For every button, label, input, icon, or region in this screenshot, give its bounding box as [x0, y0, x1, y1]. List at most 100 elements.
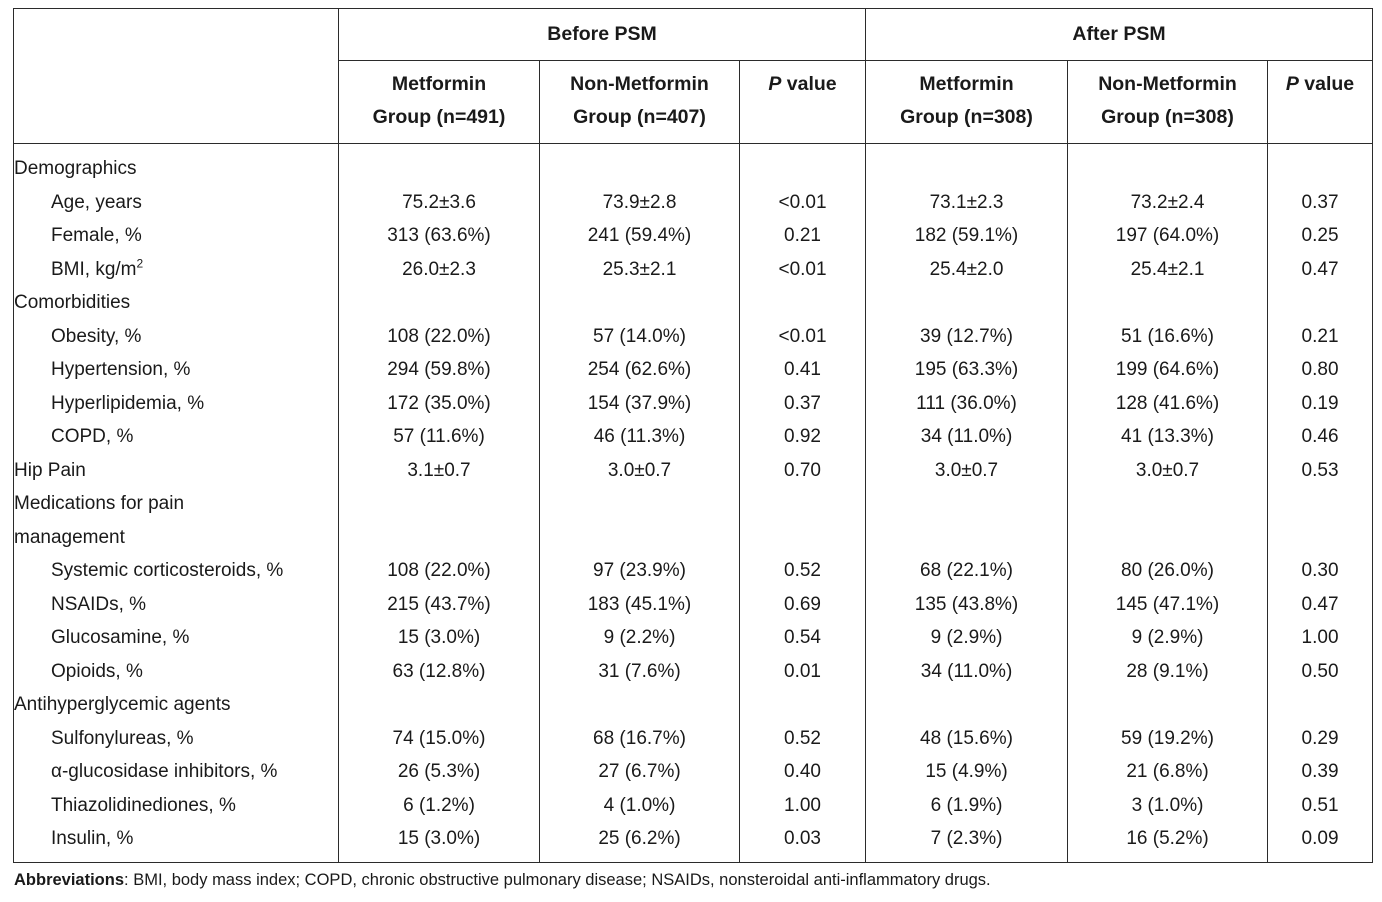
- table-cell: [539, 286, 740, 320]
- table-cell: 57 (14.0%): [539, 319, 740, 353]
- table-cell: 0.40: [738, 755, 867, 789]
- table-cell: 111 (36.0%): [865, 386, 1069, 420]
- table-cell: 182 (59.1%): [865, 219, 1069, 253]
- table-cell: 0.41: [738, 353, 867, 387]
- table-cell: 15 (4.9%): [865, 755, 1069, 789]
- row-label: Insulin, %: [13, 822, 339, 863]
- header-line2: Group (n=308): [1101, 105, 1234, 128]
- table-row: Comorbidities: [13, 286, 1374, 320]
- table-row: Medications for pain: [13, 487, 1374, 521]
- table-row: Hyperlipidemia, % 172 (35.0%) 154 (37.9%) 0…: [13, 386, 1374, 420]
- table-cell: [865, 688, 1069, 722]
- table-cell: [1267, 143, 1374, 186]
- row-label: Thiazolidinediones, %: [13, 788, 339, 822]
- table-row: Hypertension, % 294 (59.8%) 254 (62.6%) 0.4…: [13, 353, 1374, 387]
- table-cell: 9 (2.9%): [865, 621, 1069, 655]
- row-label: Sulfonylureas, %: [13, 721, 339, 755]
- table-cell: 0.30: [1267, 554, 1374, 588]
- row-label-text: Insulin, %: [51, 828, 134, 849]
- column-header-0: Metformin Group (n=491): [338, 60, 540, 144]
- table-cell: 199 (64.6%): [1067, 353, 1269, 387]
- table-cell: [738, 143, 867, 186]
- table-cell: [338, 487, 540, 521]
- table-cell: 28 (9.1%): [1067, 654, 1269, 688]
- row-label-text: Comorbidities: [14, 292, 131, 313]
- table-cell: [738, 520, 867, 554]
- table-cell: 3.0±0.7: [1067, 453, 1269, 487]
- table-cell: 215 (43.7%): [338, 587, 540, 621]
- table-row: Insulin, % 15 (3.0%) 25 (6.2%) 0.03 7 (2.3%)…: [13, 822, 1374, 863]
- table-cell: 0.92: [738, 420, 867, 454]
- column-header-row: Metformin Group (n=491) Non-Metformin Group…: [14, 60, 1374, 144]
- row-label: management: [13, 520, 339, 554]
- row-label-text: Hip Pain: [14, 459, 86, 481]
- header-line2: Group (n=407): [573, 105, 706, 128]
- table-row: Glucosamine, % 15 (3.0%) 9 (2.2%) 0.54 9 (2.…: [13, 621, 1374, 655]
- row-label-text: Opioids, %: [51, 660, 143, 682]
- row-label-text: Medications for pain: [14, 493, 185, 514]
- table-cell: 0.52: [738, 721, 867, 755]
- table-cell: [1267, 520, 1374, 554]
- table-cell: 6 (1.9%): [865, 788, 1069, 822]
- table-cell: [338, 520, 540, 554]
- table-row: Thiazolidinediones, % 6 (1.2%) 4 (1.0%) 1.0…: [13, 788, 1374, 822]
- table-row: Hip Pain 3.1±0.7 3.0±0.7 0.70 3.0±0.7 3.0±0.7…: [13, 453, 1374, 487]
- table-cell: 241 (59.4%): [539, 219, 740, 253]
- footnote-text: : BMI, body mass index; COPD, chronic ob…: [124, 871, 991, 889]
- row-label: Glucosamine, %: [13, 621, 339, 655]
- header-line1: Non-Metformin: [1098, 72, 1237, 95]
- row-label-text: management: [14, 526, 125, 548]
- footnote-label: Abbreviations: [14, 871, 125, 889]
- table-cell: 0.21: [1267, 319, 1374, 353]
- table-cell: 3.0±0.7: [539, 453, 740, 487]
- table-cell: 41 (13.3%): [1067, 420, 1269, 454]
- row-label-superscript: 2: [136, 256, 144, 271]
- table-cell: 0.52: [738, 554, 867, 588]
- table-cell: 0.39: [1267, 755, 1374, 789]
- table-cell: 25.4±2.0: [865, 252, 1069, 286]
- table-cell: 195 (63.3%): [865, 353, 1069, 387]
- table-cell: 25.4±2.1: [1067, 252, 1269, 286]
- table-body: Demographics Age, years 75.2±3.6 73.9±2.8 <0…: [13, 143, 1374, 863]
- table-cell: 0.54: [738, 621, 867, 655]
- table-cell: 74 (15.0%): [338, 721, 540, 755]
- table-cell: <0.01: [738, 319, 867, 353]
- table-cell: 15 (3.0%): [338, 822, 540, 863]
- table-cell: 0.80: [1267, 353, 1374, 387]
- table-cell: 57 (11.6%): [338, 420, 540, 454]
- table-cell: 48 (15.6%): [865, 721, 1069, 755]
- table-cell: 59 (19.2%): [1067, 721, 1269, 755]
- table-cell: 63 (12.8%): [338, 654, 540, 688]
- row-label-text: COPD, %: [51, 426, 134, 447]
- table-row: Antihyperglycemic agents: [13, 688, 1374, 722]
- table-row: Opioids, % 63 (12.8%) 31 (7.6%) 0.01 34 (11.…: [13, 654, 1374, 688]
- table-cell: 183 (45.1%): [539, 587, 740, 621]
- row-label-text: NSAIDs, %: [51, 593, 147, 615]
- row-label: Systemic corticosteroids, %: [13, 554, 339, 588]
- table-cell: 197 (64.0%): [1067, 219, 1269, 253]
- table-cell: 26 (5.3%): [338, 755, 540, 789]
- table-cell: 73.9±2.8: [539, 185, 740, 219]
- table-cell: 1.00: [1267, 621, 1374, 655]
- table-cell: 0.51: [1267, 788, 1374, 822]
- table-cell: 16 (5.2%): [1067, 822, 1269, 863]
- header-line2: Group (n=491): [372, 105, 506, 128]
- table-row: Demographics: [13, 143, 1374, 186]
- p-value-rest: value: [1298, 73, 1355, 95]
- table-cell: 7 (2.3%): [865, 822, 1069, 863]
- row-label: Hypertension, %: [13, 353, 339, 387]
- row-label-text: Age, years: [51, 191, 142, 213]
- table-cell: 0.25: [1267, 219, 1374, 253]
- row-label: Hyperlipidemia, %: [13, 386, 339, 420]
- table-cell: 108 (22.0%): [338, 319, 540, 353]
- table-cell: 31 (7.6%): [539, 654, 740, 688]
- table-cell: [539, 520, 740, 554]
- table-cell: 25 (6.2%): [539, 822, 740, 863]
- table-cell: 3.0±0.7: [865, 453, 1069, 487]
- row-label: Obesity, %: [13, 319, 339, 353]
- table-cell: 0.03: [738, 822, 867, 863]
- table-cell: [1067, 688, 1269, 722]
- table-row: Age, years 75.2±3.6 73.9±2.8 <0.01 73.1±2.3 7…: [13, 185, 1374, 219]
- row-label: Medications for pain: [13, 487, 339, 521]
- table-cell: 0.69: [738, 587, 867, 621]
